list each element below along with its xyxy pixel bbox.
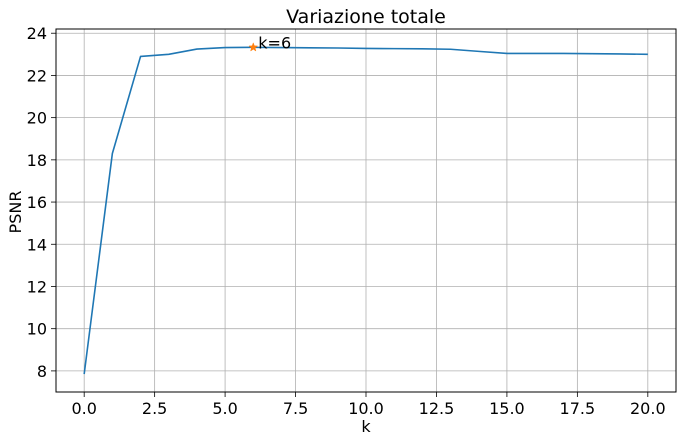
y-tick-label: 22: [27, 66, 47, 85]
best-k-star-marker: [248, 42, 259, 52]
x-tick-label: 15.0: [489, 399, 525, 418]
y-tick-label: 18: [27, 151, 47, 170]
y-tick-label: 12: [27, 277, 47, 296]
y-tick-label: 24: [27, 24, 47, 43]
y-tick-label: 20: [27, 109, 47, 128]
chart-title: Variazione totale: [286, 6, 446, 28]
y-tick-label: 16: [27, 193, 47, 212]
x-tick-label: 17.5: [560, 399, 596, 418]
grid: [56, 29, 676, 392]
x-tick-label: 12.5: [419, 399, 455, 418]
x-tick-label: 7.5: [283, 399, 308, 418]
series-group: [83, 46, 648, 375]
x-tick-label: 5.0: [212, 399, 237, 418]
x-axis-label: k: [361, 417, 371, 436]
x-tick-label: 2.5: [142, 399, 167, 418]
x-tick-label: 10.0: [348, 399, 384, 418]
y-tick-label: 10: [27, 320, 47, 339]
x-tick-label: 0.0: [71, 399, 96, 418]
y-ticks: 8 10 12 14 16 18 20 22 24: [27, 24, 56, 381]
annotation-label: k=6: [258, 33, 291, 52]
x-tick-label: 20.0: [630, 399, 666, 418]
marks-group: k=6: [248, 33, 291, 52]
y-tick-label: 14: [27, 235, 47, 254]
series-line: [83, 46, 648, 375]
y-axis-label: PSNR: [6, 191, 25, 234]
y-tick-label: 8: [37, 362, 47, 381]
x-ticks: 0.0 2.5 5.0 7.5 10.0 12.5 15.0 17.5 20.0: [71, 392, 666, 418]
